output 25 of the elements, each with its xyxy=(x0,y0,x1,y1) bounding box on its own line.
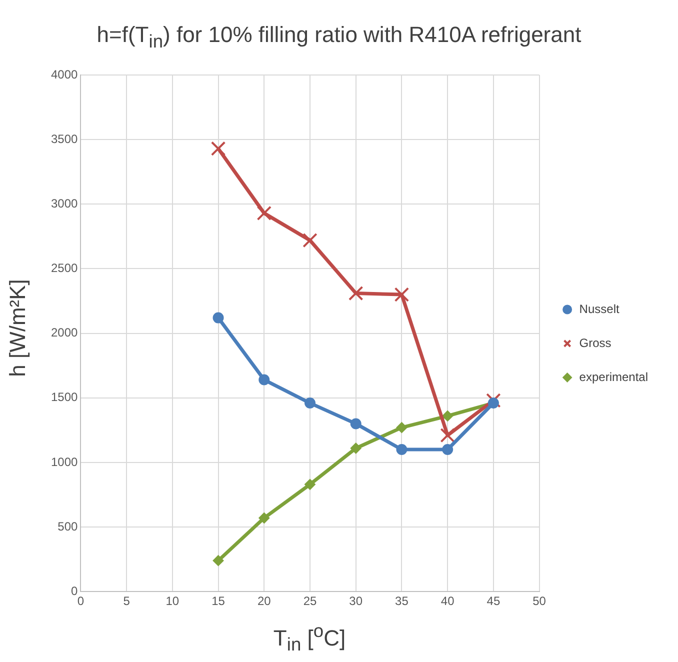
x-tick-label: 35 xyxy=(395,594,409,608)
y-tick-label: 1000 xyxy=(50,454,78,469)
y-tick-label: 2500 xyxy=(50,261,78,276)
x-tick-label: 30 xyxy=(349,594,363,608)
y-tick-label: 0 xyxy=(71,584,78,598)
x-tick-label: 5 xyxy=(123,594,130,608)
x-tick-label: 50 xyxy=(532,594,546,608)
y-axis-title: h [W/m²K] xyxy=(5,278,31,379)
legend-label: Nusselt xyxy=(579,302,620,316)
y-tick-label: 3500 xyxy=(50,132,78,146)
y-tick-label: 1500 xyxy=(50,390,78,404)
legend-label: Gross xyxy=(579,336,612,350)
y-tick-label: 4000 xyxy=(50,67,78,82)
y-tick-label: 500 xyxy=(58,519,78,534)
y-tick-label: 3000 xyxy=(50,196,78,210)
chart-title: h=f(T$_{in}$) for 10% filling ratio with R410A refrigerant xyxy=(96,22,582,52)
x-tick-label: 15 xyxy=(212,594,226,608)
x-tick-label: 45 xyxy=(486,594,500,608)
x-tick-label: 40 xyxy=(440,594,455,608)
x-tick-label: 10 xyxy=(166,594,180,608)
x-tick-label: 20 xyxy=(257,594,272,608)
y-tick-label: 2000 xyxy=(50,326,78,340)
legend-label: experimental xyxy=(579,370,648,384)
x-tick-label: 25 xyxy=(303,594,317,608)
x-axis-title: T$_{in}$ [$^{o}$C] xyxy=(272,620,347,656)
